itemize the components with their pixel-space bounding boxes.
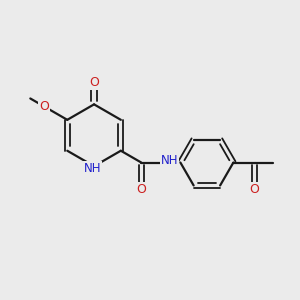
Text: NH: NH bbox=[161, 154, 178, 167]
Text: O: O bbox=[250, 182, 260, 196]
Text: O: O bbox=[39, 100, 49, 113]
Text: O: O bbox=[136, 183, 146, 196]
Text: O: O bbox=[89, 76, 99, 89]
Text: NH: NH bbox=[84, 162, 101, 175]
